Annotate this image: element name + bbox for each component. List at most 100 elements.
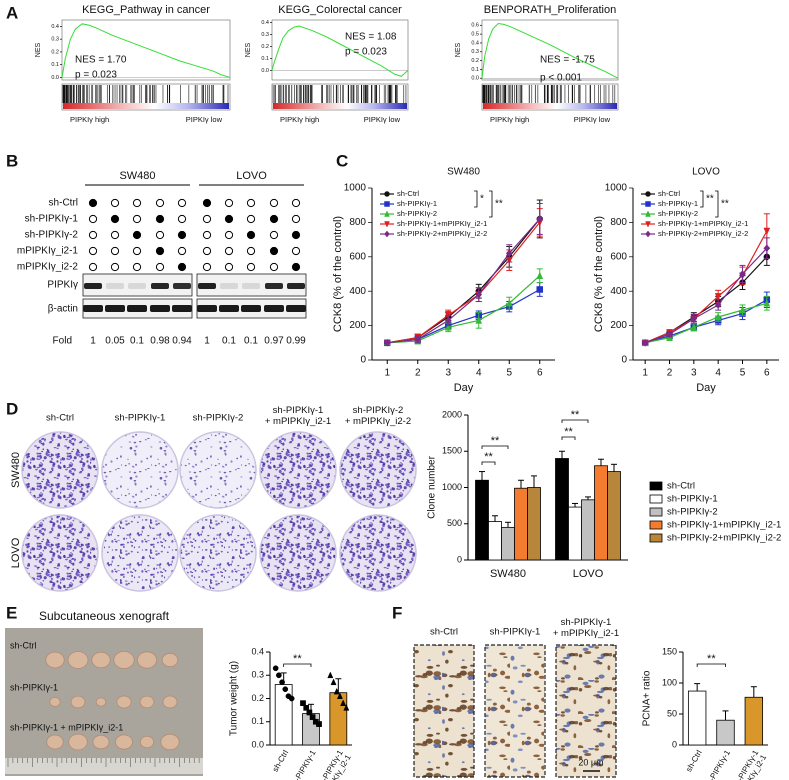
marker [327,671,334,679]
bar [687,690,707,746]
marker [666,330,673,339]
band-label: β-actin [48,304,78,315]
x-tick-label: 6 [764,368,770,379]
sig-bracket [489,190,493,218]
x-tick-label: sh-Ctrl [684,748,704,773]
marker [384,210,390,217]
design-dot [202,246,212,256]
actin-band [105,305,125,312]
tumor [136,651,158,669]
marker [384,191,390,197]
marker [383,338,391,347]
legend-swatch [649,481,663,491]
y-tick-label: 600 [349,251,366,262]
column-label-line: sh-PIPKIγ-1 [561,617,612,628]
blot-strip [82,273,193,297]
design-dot [88,214,98,224]
bar [744,696,764,746]
y-axis-label: CCK8 (% of the control) [332,216,344,332]
tumor [160,733,180,751]
y-tick-label: 0 [672,739,677,749]
marker [309,714,316,720]
marker [536,215,544,223]
protein-band [265,283,283,289]
significance: ** [571,409,580,421]
y-tick-label: 0.2 [251,693,264,703]
design-dot [110,262,120,272]
x-tick-label: 6 [537,368,543,379]
marker [714,301,722,309]
fold-value: 0.97 [264,336,284,347]
design-dot [291,230,301,240]
design-dot [110,214,120,224]
marker [300,700,306,706]
column-label: sh-PIPKIγ-1 + mPIPKIγ_i2-1 [265,405,331,427]
series-line [644,256,768,344]
series-line [645,302,767,344]
design-dot [155,198,165,208]
design-dot [132,262,142,272]
panel-letter: C [336,151,348,170]
sig-bracket [481,461,496,465]
marker [444,323,452,331]
column-label: sh-PIPKIγ-1 [115,413,166,424]
marker [690,323,698,331]
marker [288,695,295,702]
design-dot [88,262,98,272]
design-dot [246,230,256,240]
colony-plate [101,431,179,509]
design-dot [291,198,301,208]
y-tick-label: 1000 [605,183,628,194]
marker [739,270,746,278]
plot-frame [61,19,231,81]
design-dot [177,198,187,208]
fold-label: Fold [53,336,72,347]
y-tick-label: 0.3 [261,32,269,38]
column-label-line: sh-PIPKIγ-1 [273,405,324,416]
column-label: sh-PIPKIγ-1 + mPIPKIγ_i2-1 [553,617,619,639]
x-tick-label: SW480 [490,568,526,580]
x-tick-label: sh-PIPKIγ-1+ PIPKIγ_i2-1 [313,748,354,780]
marker [739,306,746,314]
y-tick-label: 500 [447,518,462,528]
fold-value: 0.05 [105,336,125,347]
tumor [95,697,107,707]
actin-band [150,305,170,312]
scale-label: 20 μm [578,757,603,767]
fold-value: 0.98 [150,336,170,347]
y-tick-label: 2000 [442,409,462,419]
sig-bracket [715,190,719,218]
row-label: SW480 [10,452,22,488]
y-tick-label: 0.1 [51,62,59,68]
column-label: sh-PIPKIγ-2 [193,413,244,424]
es-curve [481,22,619,79]
y-axis-label: NES [35,42,42,57]
group-label: sh-PIPKIγ-1 + mPIPKIγ_i2-1 [10,722,123,732]
significance: ** [706,194,714,205]
legend-label: sh-PIPKIγ-1 [658,199,698,208]
marker [414,335,422,344]
marker [714,293,722,301]
significance: ** [495,199,503,210]
design-dot [132,214,142,224]
legend-label: sh-PIPKIγ-2 [667,507,718,518]
bar [501,526,515,561]
legend-label: sh-PIPKIγ-1+mPIPKIγ_i2-1 [658,219,748,228]
series-line [387,275,541,344]
marker [475,316,483,324]
design-dot [132,198,142,208]
design-dot [88,230,98,240]
y-axis-label: PCNA+ ratio [642,670,653,726]
marker [505,299,513,307]
design-dot [177,246,187,256]
design-dot [224,214,234,224]
cell-line-header: LOVO [236,170,267,182]
y-tick-label: 800 [610,217,627,228]
protein-band [106,283,124,289]
panel-letter: B [6,151,18,170]
tumor [161,652,179,668]
y-tick-label: 0.1 [251,716,264,726]
y-tick-label: 0.2 [51,49,59,55]
legend-label: sh-Ctrl [667,481,695,492]
panel-letter: D [6,399,18,418]
